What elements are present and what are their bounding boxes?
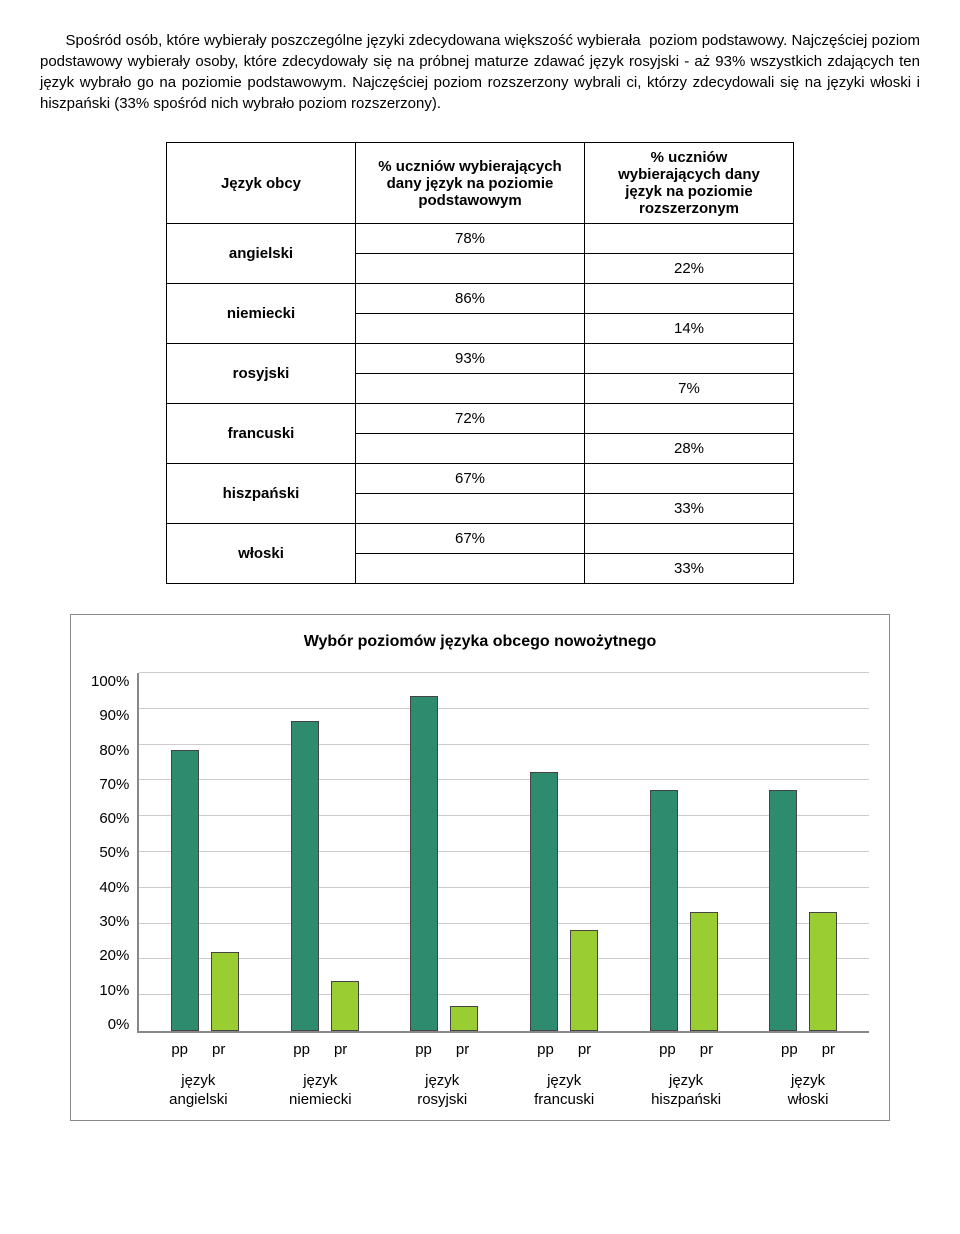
y-tick: 40% [99,879,129,896]
cell-pp: 86% [356,284,585,314]
bar-pp [291,721,319,1031]
cell-pr: 22% [585,254,794,284]
col-header-pp: % uczniów wybierających dany język na po… [356,143,585,224]
y-tick: 80% [99,742,129,759]
bar-pp [650,790,678,1031]
cell-pr: 28% [585,434,794,464]
cell-pp: 72% [356,404,585,434]
cell-pp: 67% [356,464,585,494]
cell-pp: 93% [356,344,585,374]
cell-pr: 14% [585,314,794,344]
bar-pp [171,750,199,1031]
bar-group [650,790,718,1031]
x-label-pr: pr [212,1041,225,1058]
intro-paragraph: Spośród osób, które wybierały poszczegól… [40,30,920,114]
bar-group [530,772,598,1031]
cell-pp: 67% [356,524,585,554]
x-label-pp: pp [537,1041,554,1058]
x-label-pr: pr [578,1041,591,1058]
bar-pr [211,952,239,1031]
x-label-pp: pp [659,1041,676,1058]
y-tick: 50% [99,844,129,861]
bar-group [171,750,239,1031]
x-label-pr: pr [822,1041,835,1058]
bar-pr [331,981,359,1031]
x-label-pp: pp [415,1041,432,1058]
y-tick: 10% [99,982,129,999]
y-tick: 20% [99,947,129,964]
x-label-lang: językwłoski [774,1072,842,1110]
chart-title: Wybór poziomów języka obcego nowożytnego [91,633,869,651]
table-row-lang: francuski [167,404,356,464]
cell-pr: 7% [585,374,794,404]
chart-container: Wybór poziomów języka obcego nowożytnego… [70,614,890,1121]
bar-pp [769,790,797,1031]
y-tick: 70% [99,776,129,793]
x-labels-lang: językangielski językniemiecki językrosyjsk… [137,1072,869,1110]
bar-pr [809,912,837,1031]
bar-pr [570,930,598,1031]
x-label-lang: językhiszpański [652,1072,720,1110]
y-tick: 30% [99,913,129,930]
bar-pr [690,912,718,1031]
x-label-pp: pp [293,1041,310,1058]
x-label-pp: pp [171,1041,188,1058]
x-label-pr: pr [334,1041,347,1058]
bar-group [410,696,478,1031]
bar-pp [530,772,558,1031]
bar-pp [410,696,438,1031]
table-row-lang: hiszpański [167,464,356,524]
x-label-lang: językangielski [164,1072,232,1110]
col-header-pr: % uczniów wybierających dany język na po… [585,143,794,224]
y-tick: 60% [99,810,129,827]
x-label-pr: pr [456,1041,469,1058]
plot-area [137,673,869,1033]
bar-group [291,721,359,1031]
table-row-lang: angielski [167,224,356,284]
table-row-lang: rosyjski [167,344,356,404]
cell-pr: 33% [585,554,794,584]
table-row-lang: niemiecki [167,284,356,344]
y-tick: 100% [91,673,129,690]
x-label-pp: pp [781,1041,798,1058]
x-label-lang: językrosyjski [408,1072,476,1110]
y-tick: 90% [99,707,129,724]
x-label-lang: językniemiecki [286,1072,354,1110]
cell-pp: 78% [356,224,585,254]
bar-pr [450,1006,478,1031]
table-row-lang: włoski [167,524,356,584]
x-label-pr: pr [700,1041,713,1058]
col-header-lang: Język obcy [167,143,356,224]
x-label-lang: językfrancuski [530,1072,598,1110]
language-table: Język obcy % uczniów wybierających dany … [166,142,794,584]
x-labels-pp-pr: pp pr pp pr pp pr pp pr pp pr pp pr [137,1041,869,1058]
bar-group [769,790,837,1031]
cell-pr: 33% [585,494,794,524]
table-wrap: Język obcy % uczniów wybierających dany … [40,142,920,584]
y-axis: 100% 90% 80% 70% 60% 50% 40% 30% 20% 10% 0% [91,673,137,1033]
y-tick: 0% [108,1016,130,1033]
